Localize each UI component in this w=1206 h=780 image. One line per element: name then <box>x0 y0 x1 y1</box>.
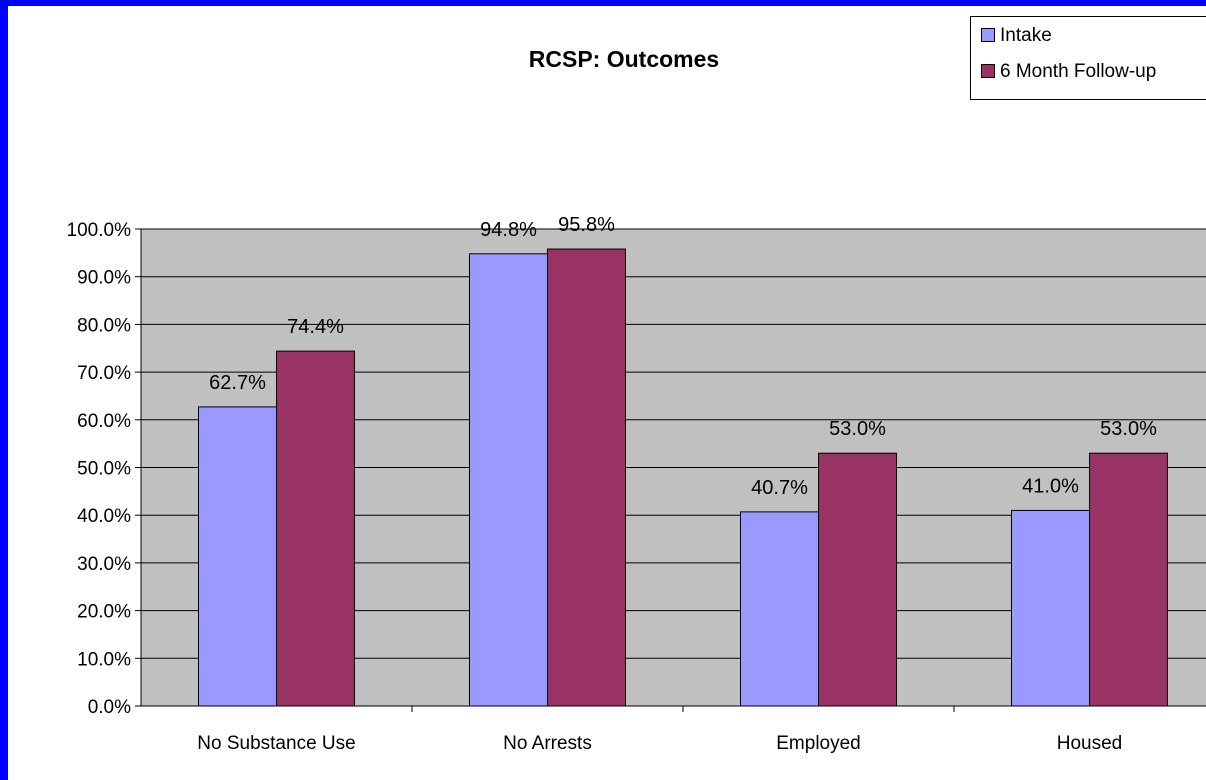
chart-title: RCSP: Outcomes <box>528 46 720 72</box>
chart-plot: 0.0% 10.0% 20.0% 30.0% 40.0% 50.0% 60.0% 70.0% 8… <box>67 214 1206 754</box>
y-tick-label: 50.0% <box>77 459 131 480</box>
data-label: 53.0% <box>829 418 886 440</box>
data-label: 95.8% <box>558 214 615 236</box>
bar-follow-up <box>547 248 626 707</box>
y-tick-label: 30.0% <box>77 554 131 575</box>
legend: Intake 6 Month Follow-up <box>970 16 1206 100</box>
data-label: 41.0% <box>1022 475 1079 497</box>
y-tick-label: 20.0% <box>77 602 131 623</box>
bar-follow-up <box>276 350 355 707</box>
bar-follow-up <box>1089 452 1168 707</box>
data-label: 40.7% <box>751 477 808 499</box>
bar-intake <box>469 253 548 707</box>
data-label: 74.4% <box>287 316 344 338</box>
legend-item-intake: Intake <box>981 25 1052 47</box>
y-tick-label: 60.0% <box>77 411 131 432</box>
bar-follow-up <box>818 452 897 707</box>
legend-swatch-intake <box>981 28 995 42</box>
bar-intake <box>1011 509 1090 707</box>
y-tick-label: 80.0% <box>77 315 131 336</box>
bar-intake <box>198 406 277 707</box>
y-tick-label: 70.0% <box>77 363 131 384</box>
y-tick-label: 0.0% <box>88 697 131 718</box>
data-label: 53.0% <box>1100 418 1157 440</box>
legend-swatch-follow-up <box>981 64 995 78</box>
x-tick-label: Housed <box>1057 733 1123 754</box>
y-tick-label: 100.0% <box>67 220 132 241</box>
data-label: 62.7% <box>209 372 266 394</box>
x-tick-label: No Arrests <box>503 733 592 754</box>
legend-label-intake: Intake <box>1000 25 1052 46</box>
x-tick-label: Employed <box>776 733 861 754</box>
bar-intake <box>740 511 819 707</box>
y-tick-label: 10.0% <box>77 649 131 670</box>
legend-label-follow-up: 6 Month Follow-up <box>1000 61 1157 82</box>
y-tick-label: 90.0% <box>77 268 131 289</box>
legend-item-follow-up: 6 Month Follow-up <box>981 61 1156 83</box>
y-tick-label: 40.0% <box>77 506 131 527</box>
data-label: 94.8% <box>480 219 537 241</box>
x-tick-label: No Substance Use <box>197 733 355 754</box>
chart-frame: RCSP: Outcomes 0.0% 10.0% 20.0% 30.0% 40.0% 5… <box>8 6 1206 780</box>
